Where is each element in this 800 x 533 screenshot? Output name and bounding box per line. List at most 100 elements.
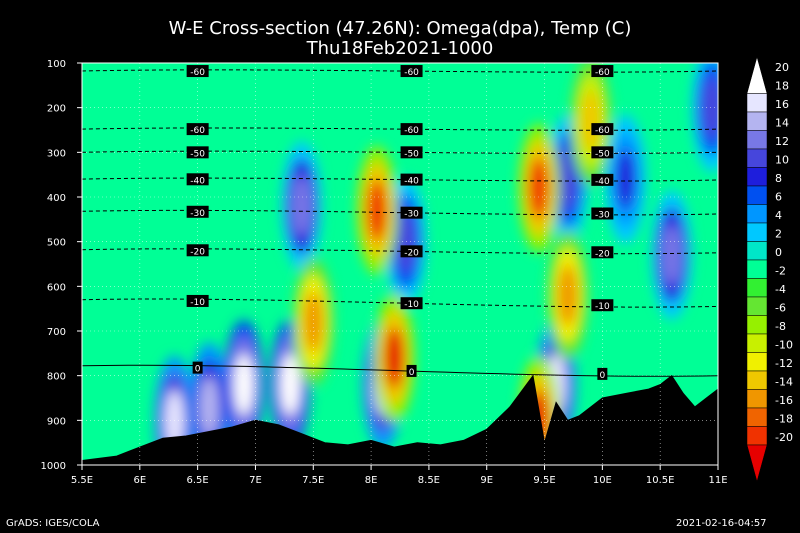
footer-timestamp: 2021-02-16-04:57 — [676, 518, 767, 529]
colorbar-swatch — [746, 315, 768, 335]
x-tick-label: 7E — [249, 475, 262, 486]
colorbar-swatch — [746, 333, 768, 353]
y-tick-label: 300 — [47, 148, 66, 159]
x-tick-label: 9E — [480, 475, 493, 486]
colorbar-label: 6 — [775, 191, 782, 204]
omega-feature — [280, 354, 300, 415]
y-tick-label: 700 — [47, 327, 66, 338]
x-tick-label: 11E — [708, 475, 727, 486]
temperature-contours: -60 -60 -60 -60 -60 -60 -50 -50 -50 -40 -40 -40 -30 -… — [82, 65, 718, 381]
y-axis: 100 200 300 400 500 600 700 800 900 1000 — [41, 59, 82, 472]
contour-label: -20 — [404, 248, 419, 258]
contour-label-box — [591, 207, 614, 220]
colorbar-label: -12 — [775, 357, 793, 370]
colorbar-swatch — [746, 444, 768, 483]
colorbar-label: -8 — [775, 320, 786, 333]
x-tick-label: 10E — [593, 475, 612, 486]
colorbar: 20181614121086420-2-4-6-8-10-12-14-16-18… — [746, 56, 793, 483]
colorbar-swatch — [746, 241, 768, 261]
temperature-contour — [82, 364, 718, 377]
y-tick-label: 900 — [47, 416, 66, 427]
omega-feature — [581, 90, 601, 152]
x-tick-label: 8.5E — [418, 475, 440, 486]
contour-label-box — [400, 173, 423, 186]
contour-label-box — [186, 123, 209, 136]
colorbar-label: -20 — [775, 431, 793, 444]
temperature-contour — [82, 127, 718, 131]
contour-label: 0 — [409, 368, 415, 378]
contour-label: -40 — [595, 177, 610, 187]
contour-label-box — [591, 146, 614, 159]
omega-feature — [615, 148, 636, 210]
colorbar-swatch — [746, 204, 768, 224]
colorbar-label: -18 — [775, 413, 793, 426]
contour-label: -30 — [190, 209, 205, 219]
colorbar-label: -16 — [775, 394, 793, 407]
colorbar-label: 2 — [775, 228, 782, 241]
colorbar-label: -4 — [775, 283, 786, 296]
omega-feature — [558, 264, 578, 326]
contour-label-box — [591, 123, 614, 136]
colorbar-swatch — [746, 278, 768, 298]
omega-feature — [384, 327, 404, 389]
contour-label-box — [400, 297, 423, 310]
contour-label: -20 — [190, 247, 205, 257]
colorbar-swatch — [746, 426, 768, 446]
contour-label-box — [400, 245, 423, 258]
x-tick-label: 8E — [365, 475, 378, 486]
colorbar-label: 14 — [775, 117, 789, 130]
colorbar-swatch — [746, 352, 768, 372]
plot-frame — [81, 62, 719, 466]
contour-label-box — [186, 294, 209, 307]
contour-label: -50 — [404, 149, 419, 159]
x-tick-label: 10.5E — [646, 475, 675, 486]
contour-label: -10 — [190, 298, 205, 308]
colorbar-label: 12 — [775, 135, 789, 148]
contour-label: -50 — [595, 149, 610, 159]
x-axis: 5.5E 6E 6.5E 7E 7.5E 8E 8.5E 9E 9.5E 10E 10.5E 11E — [71, 465, 728, 486]
x-tick-label: 6.5E — [187, 475, 209, 486]
contour-label: -60 — [190, 68, 205, 78]
contour-label: -10 — [404, 300, 419, 310]
x-tick-label: 7.5E — [302, 475, 324, 486]
contour-label: -10 — [595, 302, 610, 312]
colorbar-label: -10 — [775, 339, 793, 352]
contour-label-box — [186, 173, 209, 186]
contour-label-box — [186, 205, 209, 218]
contour-label-box — [400, 146, 423, 159]
colorbar-label: 18 — [775, 80, 789, 93]
temperature-contour — [82, 150, 718, 154]
contour-label-box — [186, 146, 209, 159]
colorbar-label: -6 — [775, 302, 786, 315]
contour-label-box — [597, 367, 608, 380]
y-tick-label: 800 — [47, 372, 66, 383]
colorbar-swatch — [746, 130, 768, 150]
colorbar-swatch — [746, 111, 768, 131]
colorbar-label: 8 — [775, 172, 782, 185]
temperature-contour — [82, 248, 718, 255]
contour-label-box — [186, 244, 209, 257]
x-tick-label: 6E — [133, 475, 146, 486]
colorbar-label: -14 — [775, 376, 793, 389]
colorbar-label: 16 — [775, 98, 789, 111]
contour-label-box — [186, 65, 209, 78]
contour-label-box — [591, 246, 614, 259]
colorbar-swatch — [746, 93, 768, 113]
y-tick-label: 600 — [47, 282, 66, 293]
colorbar-swatch — [746, 167, 768, 187]
temperature-contour — [82, 209, 718, 216]
y-tick-label: 200 — [47, 104, 66, 115]
colorbar-label: 10 — [775, 154, 789, 167]
contour-label: -60 — [595, 68, 610, 78]
y-tick-label: 100 — [47, 59, 66, 70]
colorbar-label: 4 — [775, 209, 782, 222]
contour-label: -60 — [595, 126, 610, 136]
colorbar-label: -2 — [775, 265, 786, 278]
contour-label: -60 — [190, 126, 205, 136]
colorbar-swatch — [746, 370, 768, 390]
y-tick-label: 400 — [47, 193, 66, 204]
contour-label: -60 — [404, 68, 419, 78]
chart-title: W-E Cross-section (47.26N): Omega(dpa), … — [168, 18, 632, 39]
chart-subtitle: Thu18Feb2021-1000 — [306, 38, 494, 59]
